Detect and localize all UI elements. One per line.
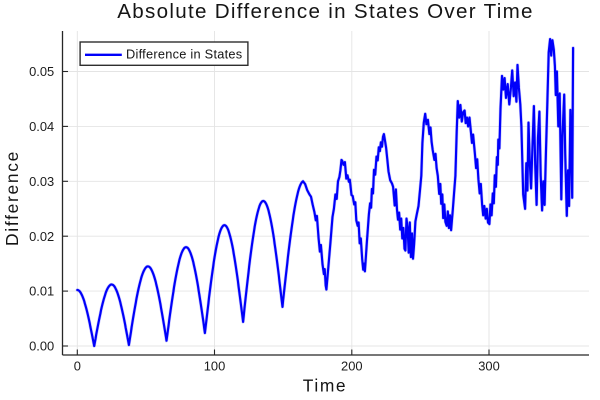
- svg-text:0.05: 0.05: [29, 64, 54, 79]
- svg-text:300: 300: [478, 359, 500, 374]
- svg-text:200: 200: [341, 359, 363, 374]
- svg-text:0.04: 0.04: [29, 119, 54, 134]
- svg-text:Time: Time: [303, 376, 347, 396]
- svg-text:100: 100: [204, 359, 226, 374]
- svg-text:Absolute Difference in States: Absolute Difference in States Over Time: [117, 0, 534, 23]
- svg-text:Difference in States: Difference in States: [126, 47, 242, 62]
- svg-text:0: 0: [74, 359, 81, 374]
- svg-text:Difference: Difference: [2, 150, 22, 246]
- svg-text:0.01: 0.01: [29, 284, 54, 299]
- svg-text:0.00: 0.00: [29, 339, 54, 354]
- svg-text:0.03: 0.03: [29, 174, 54, 189]
- svg-text:0.02: 0.02: [29, 229, 54, 244]
